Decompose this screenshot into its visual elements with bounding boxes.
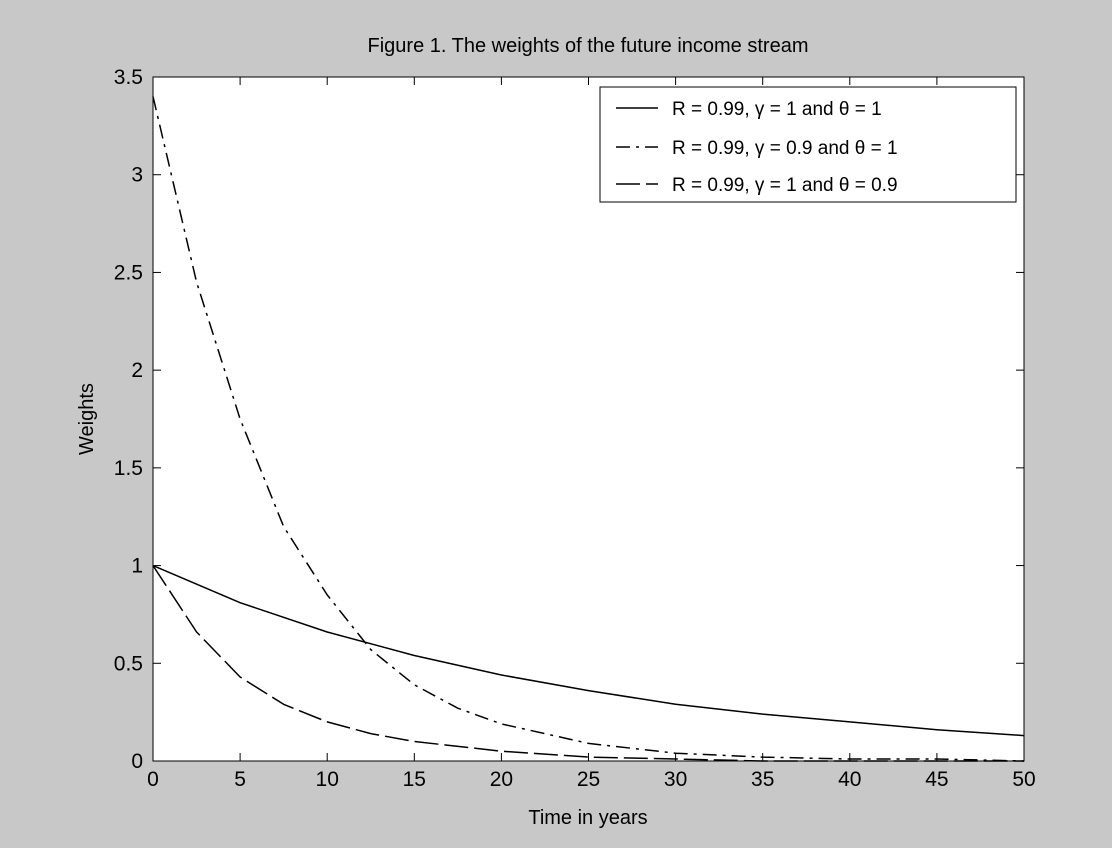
series-line-2: [152, 96, 1025, 762]
x-tick-label: 5: [234, 768, 246, 791]
legend: R = 0.99, γ = 1 and θ = 1 R = 0.99, γ = …: [599, 86, 1017, 203]
x-tick-label: 25: [577, 768, 600, 791]
series-line-3: [152, 565, 1024, 762]
series-layer: [152, 96, 1025, 762]
axis-ticks: 0 5 10 15 20 25 30 35 40 45 50 0 0.5 1 1.5 2 2.5 3 3.5: [114, 66, 1036, 791]
legend-box: [599, 86, 1017, 203]
chart-title: Figure 1. The weights of the future inco…: [368, 35, 809, 57]
y-tick-label: 2.5: [114, 261, 143, 284]
x-axis-label: Time in years: [528, 807, 647, 829]
y-tick-label: 0.5: [114, 652, 143, 675]
x-tick-label: 45: [925, 768, 948, 791]
x-tick-label: 15: [403, 768, 426, 791]
legend-label-2: R = 0.99, γ = 0.9 and θ = 1: [672, 138, 898, 159]
y-tick-label: 0: [131, 750, 143, 773]
y-tick-label: 3: [131, 164, 143, 187]
y-axis-label: Weights: [76, 383, 98, 455]
y-tick-label: 1: [131, 555, 143, 578]
x-tick-label: 30: [664, 768, 687, 791]
x-tick-label: 35: [751, 768, 774, 791]
legend-label-1: R = 0.99, γ = 1 and θ = 1: [672, 99, 882, 120]
legend-label-3: R = 0.99, γ = 1 and θ = 0.9: [672, 175, 898, 196]
x-tick-label: 50: [1012, 768, 1035, 791]
y-tick-label: 1.5: [114, 457, 143, 480]
x-tick-label: 10: [316, 768, 339, 791]
x-tick-label: 0: [147, 768, 159, 791]
series-line-1: [152, 564, 1025, 737]
x-tick-label: 40: [838, 768, 861, 791]
y-tick-label: 2: [131, 359, 143, 382]
x-tick-label: 20: [490, 768, 513, 791]
y-tick-label: 3.5: [114, 66, 143, 89]
